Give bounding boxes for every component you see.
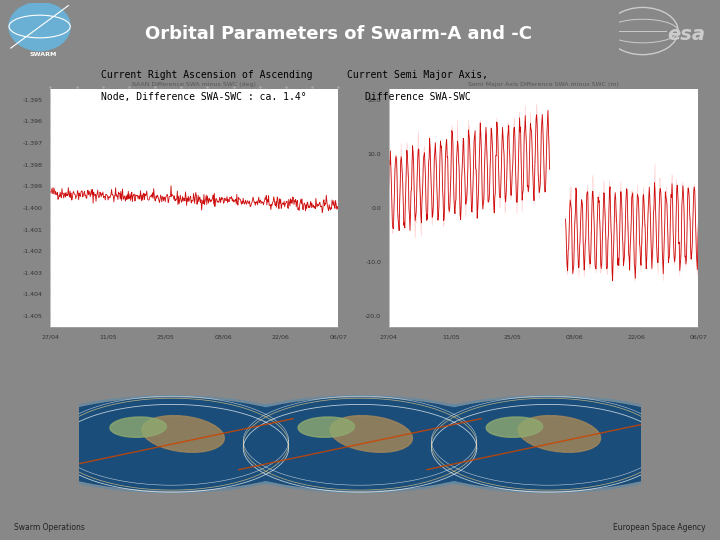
Title: RAAN Difference SWA minus SWC (deg): RAAN Difference SWA minus SWC (deg) [132,82,256,87]
Ellipse shape [9,2,71,51]
Circle shape [208,398,512,490]
Text: Orbital Parameters of Swarm-A and -C: Orbital Parameters of Swarm-A and -C [145,25,532,43]
Ellipse shape [518,416,600,453]
Circle shape [388,396,708,492]
Ellipse shape [110,417,166,437]
Text: European Space Agency: European Space Agency [613,523,706,532]
Text: Current Right Ascension of Ascending: Current Right Ascension of Ascending [101,70,312,80]
Text: esa: esa [667,25,706,44]
Circle shape [12,396,332,492]
Text: Swarm Operations: Swarm Operations [14,523,85,532]
Ellipse shape [298,417,354,437]
Ellipse shape [486,417,543,437]
Ellipse shape [330,416,413,453]
Circle shape [397,398,700,490]
Text: Current Semi Major Axis,: Current Semi Major Axis, [347,70,488,80]
Text: Difference SWA-SWC: Difference SWA-SWC [365,92,470,102]
Text: Node, Difference SWA-SWC : ca. 1.4°: Node, Difference SWA-SWC : ca. 1.4° [101,92,307,102]
Ellipse shape [142,416,225,453]
Text: SWARM: SWARM [30,51,57,57]
Circle shape [20,398,323,490]
Title: Semi Major Axis Difference SWA minus SWC (m): Semi Major Axis Difference SWA minus SWC… [468,82,619,87]
Circle shape [200,396,520,492]
